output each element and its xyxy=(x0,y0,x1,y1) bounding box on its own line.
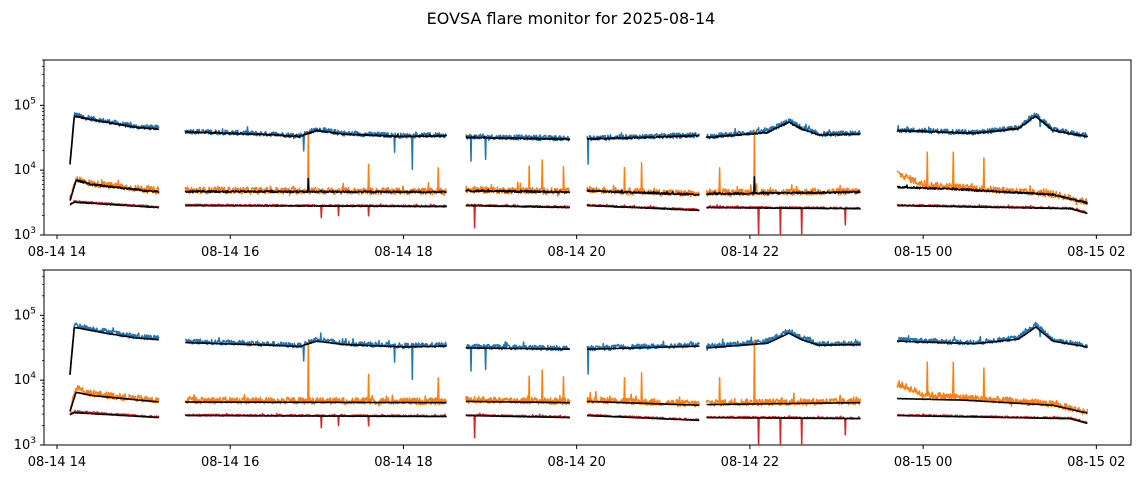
series-line-segment xyxy=(896,326,1088,348)
x-tick-label: 08-15 02 xyxy=(1067,455,1125,470)
top-panel-series xyxy=(69,112,1089,235)
x-tick-label: 08-14 20 xyxy=(547,245,605,260)
y-tick-label: 105 xyxy=(14,96,36,113)
y-tick-label: 104 xyxy=(14,161,37,178)
series-line-segment xyxy=(896,397,1088,414)
series-line-segment xyxy=(705,339,862,407)
x-tick-label: 08-14 22 xyxy=(721,245,779,260)
series-line-segment xyxy=(69,411,160,419)
x-tick-label: 08-14 16 xyxy=(201,245,259,260)
series-low-band-smoothed xyxy=(69,201,1088,215)
series-line-segment xyxy=(184,204,447,208)
series-line-segment xyxy=(184,177,448,194)
top-panel-x-ticks: 08-14 14 08-14 16 08-14 18 08-14 20 08-14 22… xyxy=(28,235,1126,260)
series-line-segment xyxy=(184,131,447,196)
y-tick-exponent: 5 xyxy=(30,306,36,316)
series-high-band-background xyxy=(69,326,1088,375)
y-tick-base: 10 xyxy=(14,373,31,388)
series-high-band-smoothed xyxy=(69,115,1088,165)
series-line-segment xyxy=(586,400,700,407)
x-tick-label: 08-14 14 xyxy=(28,455,86,470)
series-line-segment xyxy=(586,189,700,196)
y-tick-exponent: 3 xyxy=(30,226,36,236)
y-tick-exponent: 4 xyxy=(30,161,36,171)
bottom-panel-x-ticks: 08-14 14 08-14 16 08-14 18 08-14 20 08-14 22… xyxy=(28,445,1126,470)
x-tick-label: 08-14 14 xyxy=(28,245,86,260)
series-line-segment xyxy=(896,414,1088,425)
x-tick-label: 08-15 02 xyxy=(1067,245,1125,260)
y-tick-exponent: 4 xyxy=(30,371,36,381)
series-line-segment xyxy=(184,414,447,418)
series-line-segment xyxy=(184,340,447,348)
y-tick-base: 10 xyxy=(14,98,31,113)
x-tick-label: 08-14 18 xyxy=(374,455,432,470)
series-line-segment xyxy=(586,134,700,141)
series-line-segment xyxy=(69,201,160,209)
series-line-segment xyxy=(69,115,160,165)
y-tick-base: 10 xyxy=(14,163,31,178)
series-line-segment xyxy=(184,332,448,381)
series-line-segment xyxy=(69,179,160,201)
y-tick-base: 10 xyxy=(14,438,31,453)
series-low-band-background xyxy=(69,411,1088,425)
series-mid-band-smoothed xyxy=(69,176,1089,205)
series-line-segment xyxy=(465,400,570,404)
y-tick-exponent: 3 xyxy=(30,436,36,446)
series-line-segment xyxy=(706,416,861,420)
series-line-segment xyxy=(896,115,1088,138)
series-line-segment xyxy=(896,204,1088,215)
series-line-segment xyxy=(184,129,447,138)
top-panel-frame xyxy=(43,59,1132,236)
series-line-segment xyxy=(586,345,700,351)
bottom-panel-frame xyxy=(43,269,1132,446)
x-tick-label: 08-15 00 xyxy=(894,455,952,470)
y-tick-label: 103 xyxy=(14,226,36,243)
x-tick-label: 08-15 00 xyxy=(894,245,952,260)
series-line-segment xyxy=(465,188,571,194)
y-tick-base: 10 xyxy=(14,228,31,243)
x-tick-label: 08-14 20 xyxy=(547,455,605,470)
series-line-segment xyxy=(706,206,861,210)
series-line-segment xyxy=(896,184,1089,205)
series-line-segment xyxy=(69,326,160,375)
series-line-segment xyxy=(465,414,570,419)
bottom-panel-series xyxy=(69,321,1089,445)
y-tick-label: 103 xyxy=(14,436,36,453)
series-mid-band-background xyxy=(69,391,1088,414)
figure-title: EOVSA flare monitor for 2025-08-14 xyxy=(427,9,716,28)
x-tick-label: 08-14 16 xyxy=(201,455,259,470)
x-tick-label: 08-14 18 xyxy=(374,245,432,260)
series-line-segment xyxy=(465,204,570,209)
series-line-segment xyxy=(586,204,700,212)
series-line-segment xyxy=(705,121,861,139)
y-tick-base: 10 xyxy=(14,308,31,323)
series-line-segment xyxy=(705,176,861,196)
series-line-segment xyxy=(465,135,571,141)
series-line-segment xyxy=(896,112,1089,139)
x-tick-label: 08-14 22 xyxy=(721,455,779,470)
series-line-segment xyxy=(184,401,447,404)
series-line-segment xyxy=(706,332,861,349)
series-line-segment xyxy=(69,391,160,412)
y-tick-label: 105 xyxy=(14,306,36,323)
series-line-segment xyxy=(706,401,861,406)
y-tick-label: 104 xyxy=(14,371,37,388)
series-line-segment xyxy=(896,321,1089,349)
series-line-segment xyxy=(465,346,570,351)
series-line-segment xyxy=(586,414,700,422)
series-line-segment xyxy=(705,328,862,351)
y-tick-exponent: 5 xyxy=(30,96,36,106)
